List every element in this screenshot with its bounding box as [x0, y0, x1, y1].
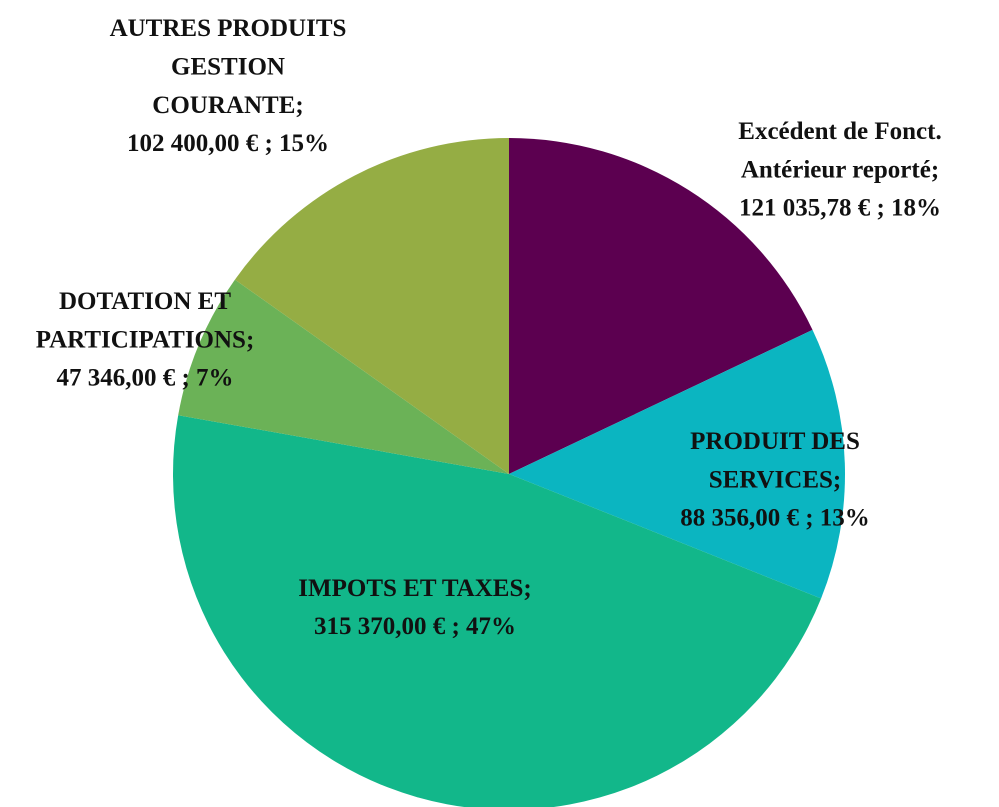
pie-slice — [509, 138, 813, 474]
value-label: 315 370,00 € ; 47% — [314, 613, 516, 640]
slice-label: Excédent de Fonct. Antérieur reporté; — [738, 118, 941, 184]
value-label: 121 035,78 € ; 18% — [739, 195, 941, 222]
slice-label: IMPOTS ET TAXES; — [298, 575, 531, 602]
slice-label: AUTRES PRODUITS GESTION COURANTE; — [110, 15, 347, 119]
slice-label: PRODUIT DES SERVICES; — [690, 428, 860, 494]
pie-slice — [234, 138, 509, 474]
pie-slice — [178, 279, 509, 474]
slice-label: DOTATION ET PARTICIPATIONS; — [36, 288, 255, 354]
value-label: 102 400,00 € ; 15% — [127, 130, 329, 157]
value-label: 88 356,00 € ; 13% — [680, 505, 870, 532]
value-label: 47 346,00 € ; 7% — [56, 365, 233, 392]
pie-slice — [173, 415, 822, 807]
pie-slice — [509, 329, 846, 599]
